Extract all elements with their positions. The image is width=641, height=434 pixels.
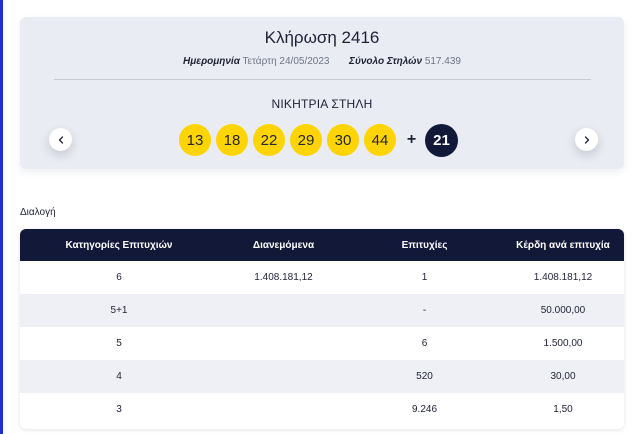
number-ball: 29 [290,124,322,156]
cell-prize: 1.408.181,12 [533,272,593,283]
number-ball: 44 [364,124,396,156]
draw-date-value: Τετάρτη 24/05/2023 [242,56,330,67]
table-row: 5+1 - 50.000,00 [20,294,624,327]
cell-winners: 520 [416,371,433,382]
header-prize-per-winner: Κέρδη ανά επιτυχία [516,239,610,251]
next-draw-button[interactable] [575,128,598,151]
cell-winners: 9.246 [411,404,438,415]
number-ball: 18 [216,124,248,156]
cell-category: 3 [116,404,122,415]
draw-date-label: Ημερομηνία [183,56,240,67]
cell-winners: 6 [421,338,428,349]
number-ball: 30 [327,124,359,156]
table-header-row: Κατηγορίες Επιτυχιών Διανεμόμενα Επιτυχί… [20,229,624,261]
cell-category: 5 [116,338,122,349]
cell-winners: - [422,305,427,316]
table-row: 6 1.408.181,12 1 1.408.181,12 [20,261,624,294]
chevron-right-icon [584,135,589,144]
cell-category: 5+1 [110,305,128,316]
cell-distributed [220,360,347,393]
cell-prize: 1,50 [553,404,573,415]
joker-ball: 21 [425,123,458,157]
table-row: 4 520 30,00 [20,360,624,393]
prize-table-grid: Κατηγορίες Επιτυχιών Διανεμόμενα Επιτυχί… [20,229,624,426]
previous-draw-button[interactable] [49,128,72,151]
cell-distributed [220,327,347,360]
cell-winners: 1 [421,272,428,283]
table-row: 5 6 1.500,00 [20,327,624,360]
prize-table: Κατηγορίες Επιτυχιών Διανεμόμενα Επιτυχί… [20,229,624,429]
winning-numbers: 13 18 22 29 30 44 + 21 [179,123,458,157]
total-columns-label: Σύνολο Στηλών [349,56,423,67]
cell-prize: 1.500,00 [543,338,583,349]
card-divider [54,79,591,80]
header-winners: Επιτυχίες [401,239,448,251]
number-ball: 13 [179,124,211,156]
draw-title: Κλήρωση 2416 [264,28,380,47]
table-row: 3 9.246 1,50 [20,393,624,426]
header-categories: Κατηγορίες Επιτυχιών [65,239,173,251]
cell-prize: 50.000,00 [540,305,586,316]
plus-sign: + [406,131,417,148]
header-distributed: Διανεμόμενα [252,239,315,251]
cell-distributed: 1.408.181,12 [254,272,313,283]
cell-distributed [220,393,347,426]
section-label: Διαλογή [20,207,56,218]
number-ball: 22 [253,124,285,156]
total-columns-value: 517.439 [424,56,461,67]
draw-result-card: Κλήρωση 2416 Ημερομηνία Τετάρτη 24/05/20… [20,17,624,169]
cell-category: 6 [116,272,122,283]
chevron-left-icon [58,135,63,144]
winning-column-label: ΝΙΚΗΤΡΙΑ ΣΤΗΛΗ [271,97,373,111]
draw-meta: Ημερομηνία Τετάρτη 24/05/2023 Σύνολο Στη… [20,56,624,67]
cell-prize: 30,00 [550,371,576,382]
cell-distributed [220,294,347,327]
cell-category: 4 [116,371,122,382]
